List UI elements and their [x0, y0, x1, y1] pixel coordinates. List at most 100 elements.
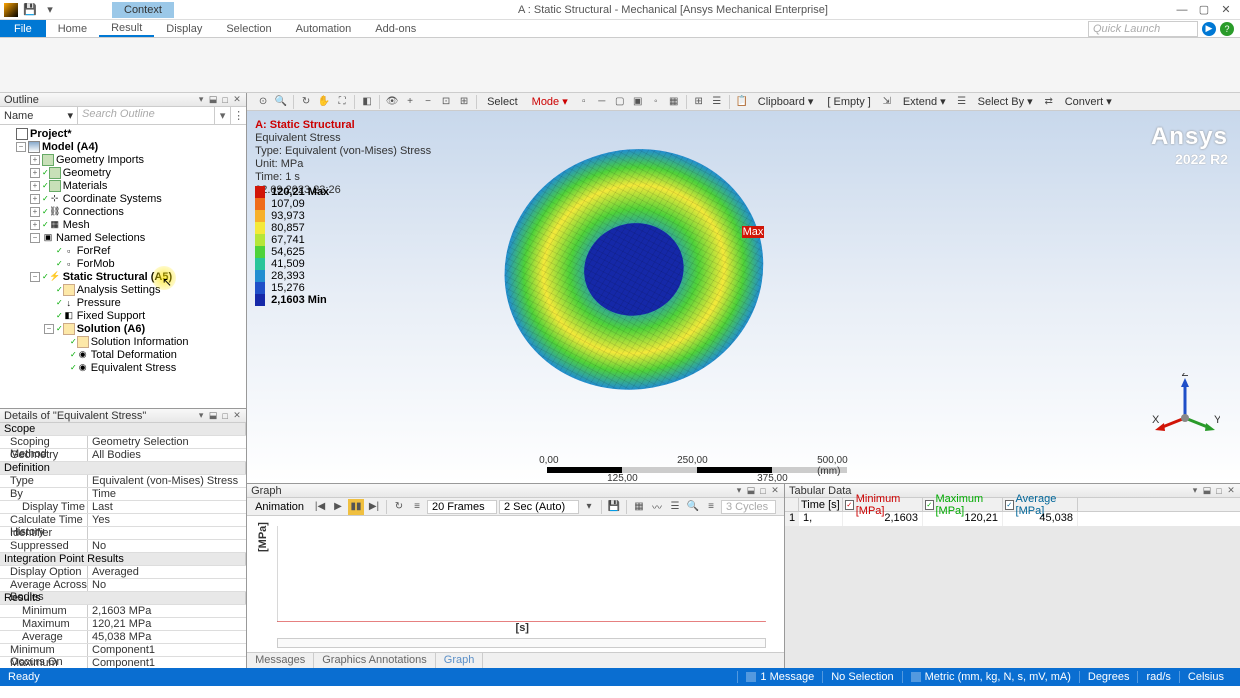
zoom-in-icon[interactable]: +	[402, 94, 418, 110]
anim-pause-icon[interactable]: ▮▮	[348, 499, 364, 515]
graph-canvas[interactable]: [MPa] [s]	[247, 516, 784, 652]
sec-combo[interactable]: 2 Sec (Auto)	[499, 500, 579, 514]
fit-icon[interactable]: ⊡	[438, 94, 454, 110]
color-legend[interactable]: 120,21 Max107,0993,97380,85767,74154,625…	[255, 186, 329, 306]
prop-value[interactable]: Geometry Selection	[88, 436, 246, 448]
graph-max-icon[interactable]: □	[758, 486, 768, 496]
col-min[interactable]: ✓Minimum [MPa]	[843, 498, 923, 511]
tree-formob[interactable]: ForMob	[77, 258, 115, 270]
outline-close-icon[interactable]: ✕	[232, 95, 242, 105]
stats-icon[interactable]: ☰	[667, 499, 683, 515]
edge-icon[interactable]: ─	[594, 94, 610, 110]
section-intpoint[interactable]: Integration Point Results	[0, 553, 246, 565]
outline-search-input[interactable]: Search Outline	[78, 107, 214, 124]
frames-combo[interactable]: 20 Frames	[427, 500, 497, 514]
section-scope[interactable]: Scope	[0, 423, 246, 435]
legend-row[interactable]: 15,276	[255, 282, 329, 294]
qat-dropdown-icon[interactable]: ▾	[42, 2, 58, 18]
search-expand-icon[interactable]: ⋮	[230, 107, 246, 124]
tab-graph[interactable]: Graph	[436, 653, 484, 668]
clipboard-button[interactable]: Clipboard ▾	[752, 95, 820, 108]
anim-opts-icon[interactable]: ▾	[581, 499, 597, 515]
expand-icon[interactable]: +	[30, 220, 40, 230]
cycles-combo[interactable]: 3 Cycles	[721, 500, 776, 514]
tree-forref[interactable]: ForRef	[77, 245, 111, 257]
node-icon[interactable]: ◦	[648, 94, 664, 110]
prop-value[interactable]: No	[88, 540, 246, 552]
tab-selection[interactable]: Selection	[214, 20, 283, 37]
prop-value[interactable]: Component1	[88, 644, 246, 656]
zoom-icon[interactable]: 🔍	[685, 499, 701, 515]
search-dropdown-icon[interactable]: ▾	[214, 107, 230, 124]
close-button[interactable]: ✕	[1216, 2, 1236, 18]
tree-project[interactable]: Project*	[30, 128, 72, 140]
graph-dropdown-icon[interactable]: ▾	[734, 486, 744, 496]
views-icon[interactable]: ⊞	[691, 94, 707, 110]
legend-row[interactable]: 67,741	[255, 234, 329, 246]
tab-automation[interactable]: Automation	[284, 20, 364, 37]
status-degrees[interactable]: Degrees	[1079, 671, 1138, 683]
convert-icon[interactable]: ⇄	[1041, 94, 1057, 110]
col-avg[interactable]: ✓Average [MPa]	[1003, 498, 1078, 511]
legend-row[interactable]: 120,21 Max	[255, 186, 329, 198]
tree-eqstress[interactable]: Equivalent Stress	[91, 362, 177, 374]
look-icon[interactable]: 👁	[384, 94, 400, 110]
minimize-button[interactable]: —	[1172, 2, 1192, 18]
tree-solinfo[interactable]: Solution Information	[91, 336, 189, 348]
expand-icon[interactable]: +	[30, 181, 40, 191]
prop-value[interactable]: 2,1603 MPa	[88, 605, 246, 617]
status-messages[interactable]: 1 Message	[737, 671, 822, 683]
tree-materials[interactable]: Materials	[63, 180, 108, 192]
maximize-button[interactable]: ▢	[1194, 2, 1214, 18]
curve-icon[interactable]: 〰	[649, 499, 665, 515]
prop-value[interactable]: Averaged	[88, 566, 246, 578]
tree-named-sel[interactable]: Named Selections	[56, 232, 145, 244]
details-pin-icon[interactable]: ⬓	[208, 411, 218, 421]
vertex-icon[interactable]: ▫	[576, 94, 592, 110]
tabular-max-icon[interactable]: □	[1214, 486, 1224, 496]
clipboard-icon[interactable]: 📋	[734, 94, 750, 110]
legend-icon[interactable]: ▦	[631, 499, 647, 515]
expand-icon[interactable]: −	[44, 324, 54, 334]
tree-geometry[interactable]: Geometry	[63, 167, 111, 179]
prop-value[interactable]: 45,038 MPa	[88, 631, 246, 643]
expand-icon[interactable]: +	[30, 155, 40, 165]
col-time[interactable]: Time [s]	[799, 498, 843, 511]
tree-mesh[interactable]: Mesh	[63, 219, 90, 231]
tree-model[interactable]: Model (A4)	[42, 141, 98, 153]
legend-row[interactable]: 28,393	[255, 270, 329, 282]
tree-geom-imports[interactable]: Geometry Imports	[56, 154, 144, 166]
tab-addons[interactable]: Add-ons	[363, 20, 428, 37]
name-filter-combo[interactable]: Name▾	[0, 107, 78, 124]
tree-solution[interactable]: Solution (A6)	[77, 323, 145, 335]
details-close-icon[interactable]: ✕	[232, 411, 242, 421]
expand-icon[interactable]: −	[30, 233, 40, 243]
tab-graphics-ann[interactable]: Graphics Annotations	[314, 653, 436, 668]
legend-row[interactable]: 41,509	[255, 258, 329, 270]
tutorials-icon[interactable]: ▶	[1202, 22, 1216, 36]
zoom-out-icon[interactable]: −	[420, 94, 436, 110]
expand-icon[interactable]: −	[30, 272, 40, 282]
tree-fixed[interactable]: Fixed Support	[77, 310, 145, 322]
status-units[interactable]: Metric (mm, kg, N, s, mV, mA)	[902, 671, 1079, 683]
prop-value[interactable]: 120,21 MPa	[88, 618, 246, 630]
tabular-dropdown-icon[interactable]: ▾	[1190, 486, 1200, 496]
iso-icon[interactable]: ◧	[359, 94, 375, 110]
tab-home[interactable]: Home	[46, 20, 99, 37]
cell-time[interactable]: 1,	[799, 512, 843, 526]
legend-row[interactable]: 54,625	[255, 246, 329, 258]
tree-static[interactable]: Static Structural (A5)	[63, 271, 172, 283]
help-icon[interactable]: ?	[1220, 22, 1234, 36]
outline-max-icon[interactable]: □	[220, 95, 230, 105]
viewport-3d[interactable]: A: Static Structural Equivalent Stress T…	[247, 111, 1240, 483]
cell-avg[interactable]: 45,038	[1003, 512, 1078, 526]
file-tab[interactable]: File	[0, 20, 46, 37]
outline-pin-icon[interactable]: ⬓	[208, 95, 218, 105]
tabular-pin-icon[interactable]: ⬓	[1202, 486, 1212, 496]
quick-launch-input[interactable]: Quick Launch	[1088, 21, 1198, 37]
selectby-button[interactable]: Select By ▾	[972, 95, 1039, 108]
tree-totaldef[interactable]: Total Deformation	[91, 349, 177, 361]
zoom-box-icon[interactable]: ⛶	[334, 94, 350, 110]
prop-value[interactable]: Yes	[88, 514, 246, 526]
tab-display[interactable]: Display	[154, 20, 214, 37]
